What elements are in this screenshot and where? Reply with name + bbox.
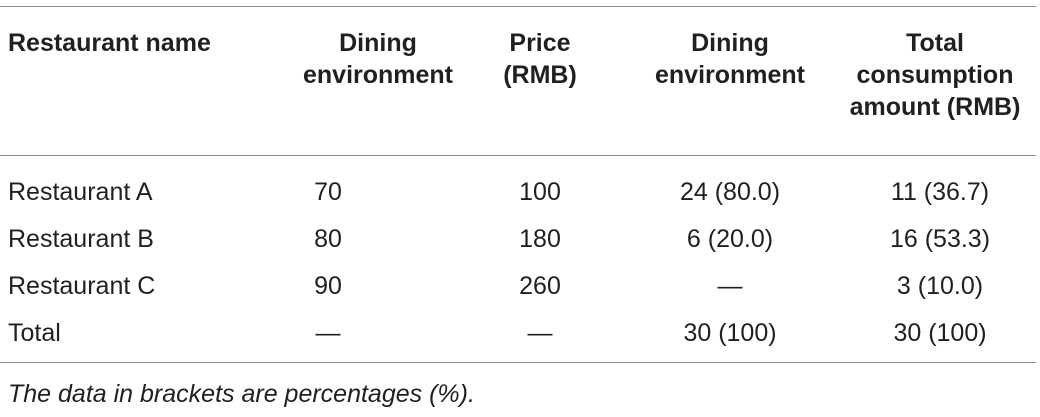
column-header-dining-environment-choice: Dining environment (640, 27, 820, 91)
header-line: environment (302, 61, 454, 89)
table-footnote: The data in brackets are percentages (%)… (8, 380, 475, 408)
table-cell: 180 (519, 225, 561, 253)
table-cell: 11 (36.7) (890, 178, 990, 206)
header-line: (RMB) (503, 61, 577, 89)
header-line: Total (906, 29, 964, 57)
column-header-total-consumption: Total consumption amount (RMB) (830, 27, 1040, 123)
table-cell: Restaurant A (8, 178, 153, 206)
table-cell: 30 (100) (893, 319, 987, 347)
table-cell: 30 (100) (683, 319, 777, 347)
header-line: Dining (691, 29, 769, 57)
column-header-dining-environment: Dining environment (263, 27, 493, 91)
column-header-restaurant-name: Restaurant name (8, 27, 211, 59)
table-row: Restaurant B 80 180 6 (20.0) 16 (53.3) (0, 216, 1040, 262)
table-cell: 3 (10.0) (896, 272, 984, 300)
table-cell: Restaurant C (8, 272, 156, 300)
table-cell: 80 (314, 225, 342, 253)
table-bottom-rule (0, 362, 1036, 363)
column-header-price: Price (RMB) (470, 27, 610, 91)
table-row: Restaurant A 70 100 24 (80.0) 11 (36.7) (0, 169, 1040, 215)
table-cell: 260 (519, 272, 561, 300)
header-line: Price (509, 29, 571, 57)
table-cell: 6 (20.0) (686, 225, 774, 253)
header-line: Dining (339, 29, 417, 57)
table-row: Restaurant C 90 260 — 3 (10.0) (0, 263, 1040, 309)
header-rule (0, 155, 1036, 156)
table-top-rule (0, 6, 1036, 7)
table-cell: — (315, 319, 341, 347)
header-line: consumption (856, 61, 1014, 89)
table-cell: 90 (314, 272, 342, 300)
table-cell: Restaurant B (8, 225, 154, 253)
table-cell: 16 (53.3) (889, 225, 991, 253)
table-cell: 100 (519, 178, 561, 206)
table-cell: Total (8, 319, 61, 347)
table-cell: 70 (314, 178, 342, 206)
table-cell: — (527, 319, 553, 347)
table-cell: 24 (80.0) (679, 178, 781, 206)
header-line: amount (RMB) (849, 93, 1021, 121)
header-line: Restaurant name (8, 29, 211, 57)
header-line: environment (654, 61, 806, 89)
table-cell: — (717, 272, 743, 300)
table-row: Total — — 30 (100) 30 (100) (0, 310, 1040, 356)
